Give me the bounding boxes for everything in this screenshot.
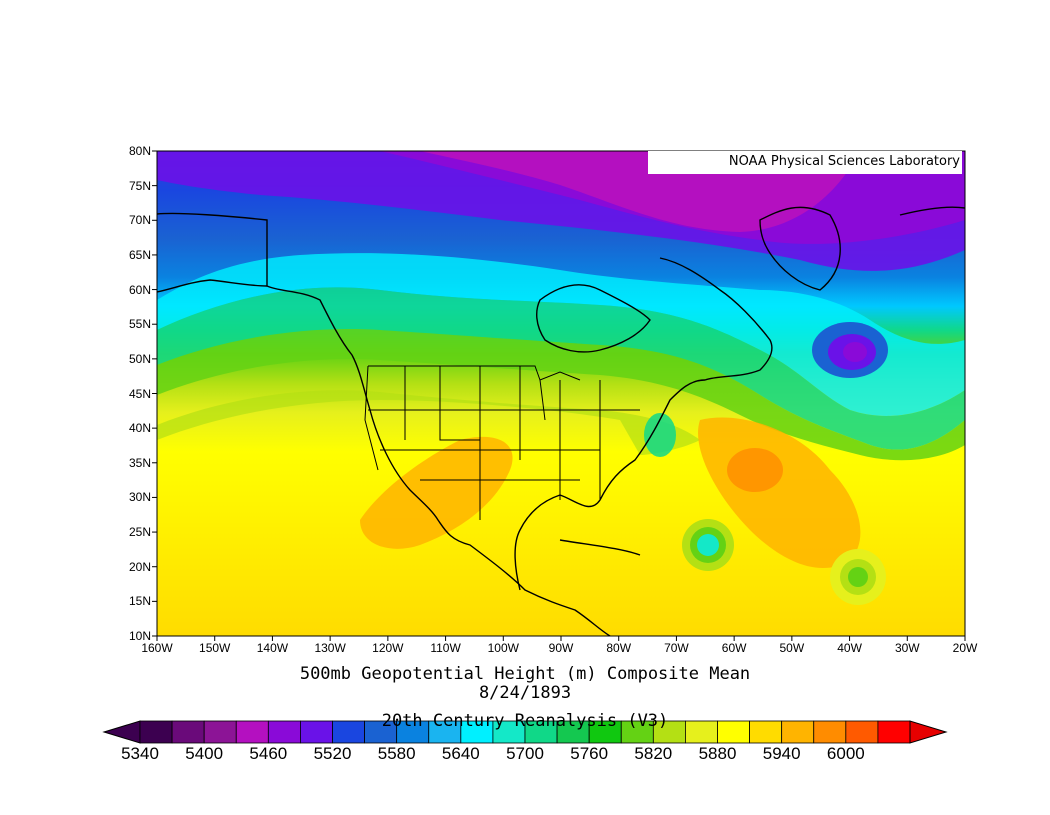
colorbar-label: 5700 [506, 744, 544, 763]
colorbar-label: 5760 [570, 744, 609, 763]
lat-label: 30N [128, 490, 151, 505]
lon-label: 130W [314, 641, 346, 655]
lat-label: 20N [128, 559, 151, 574]
map-date: 8/24/1893 [478, 683, 572, 703]
colorbar-label: 5820 [634, 744, 673, 763]
colorbar-label: 5340 [121, 744, 159, 763]
map-source: 20th Century Reanalysis (V3) [381, 711, 669, 731]
lat-label: 50N [128, 351, 151, 366]
lon-label: 140W [256, 641, 289, 655]
lat-label: 70N [128, 213, 151, 228]
lon-label: 90W [548, 641, 574, 655]
lat-tick-marks [152, 150, 157, 637]
lat-label: 55N [128, 317, 151, 332]
colorbar-label: 5880 [698, 744, 737, 763]
lat-label: 25N [128, 525, 151, 540]
colorbar-label: 5460 [249, 744, 288, 763]
colorbar-label: 5640 [441, 744, 480, 763]
lat-label: 75N [128, 178, 151, 193]
lon-label: 60W [721, 641, 747, 655]
lon-label: 110W [430, 641, 461, 655]
lon-label: 160W [141, 641, 173, 655]
colorbar-right-arrow [909, 720, 948, 744]
colorbar-label: 5520 [313, 744, 352, 763]
colorbar-label: 5580 [377, 744, 416, 763]
lat-label: 35N [128, 455, 151, 470]
map-title: 500mb Geopotential Height (m) Composite … [299, 664, 751, 684]
lat-label: 10N [128, 629, 151, 643]
lon-label: 100W [487, 641, 519, 655]
colorbar [102, 720, 948, 744]
lat-label: 15N [128, 594, 151, 609]
lat-label: 45N [128, 386, 151, 401]
lon-tick-marks [156, 636, 966, 641]
lon-label: 50W [779, 641, 805, 655]
lon-label: 20W [952, 641, 978, 655]
colorbar-label: 5400 [185, 744, 224, 763]
colorbar-label: 6000 [826, 744, 865, 763]
lon-label: 40W [837, 641, 862, 655]
lon-label: 80W [606, 641, 632, 655]
colorbar-label: 5940 [762, 744, 801, 763]
lat-label: 40N [128, 421, 151, 436]
lon-label: 150W [199, 641, 231, 655]
lon-label: 70W [664, 641, 689, 655]
lat-label: 80N [128, 144, 151, 158]
lat-label: 60N [128, 282, 151, 297]
lon-label: 120W [372, 641, 404, 655]
credit-label: NOAA Physical Sciences Laboratory [648, 151, 962, 174]
height-field [157, 151, 965, 636]
lat-label: 65N [128, 247, 151, 262]
lon-label: 30W [894, 641, 920, 655]
